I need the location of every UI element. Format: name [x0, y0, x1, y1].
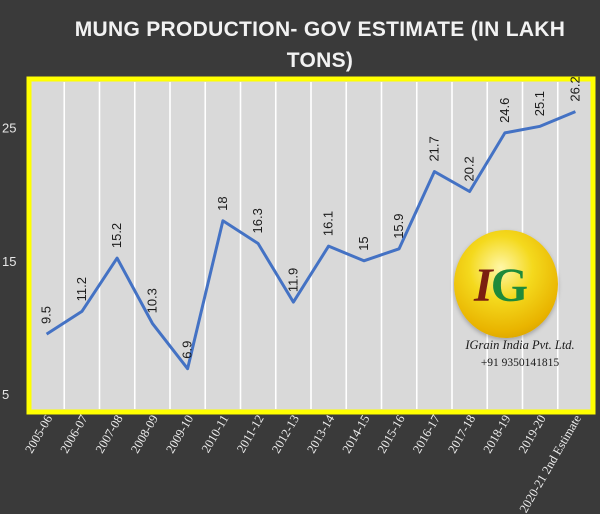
y-axis-ticks: 5 15 25 — [2, 121, 16, 402]
logo-coin — [454, 230, 558, 338]
logo-mark-g: G — [490, 259, 528, 312]
data-label: 20.2 — [462, 156, 477, 181]
data-label: 15.2 — [109, 223, 124, 248]
data-label: 25.1 — [532, 91, 547, 116]
y-tick-label: 15 — [2, 254, 16, 269]
y-tick-label: 5 — [2, 387, 9, 402]
logo-mark-i: I — [474, 259, 493, 312]
x-tick-label: 2015-16 — [375, 413, 408, 456]
x-tick-label: 2010-11 — [199, 413, 232, 456]
logo-mark: IG — [474, 256, 554, 316]
data-label: 11.2 — [74, 277, 89, 301]
x-tick-label: 2012-13 — [269, 413, 302, 456]
x-tick-label: 2019-20 — [516, 413, 549, 456]
x-tick-label: 2008-09 — [128, 413, 161, 456]
data-label: 18 — [215, 196, 230, 210]
data-label: 9.5 — [39, 306, 54, 324]
data-label: 11.9 — [285, 268, 300, 292]
x-tick-label: 2013-14 — [304, 412, 337, 456]
data-label: 10.3 — [144, 288, 159, 313]
x-tick-label: 2006-07 — [58, 413, 91, 456]
company-phone: +91 9350141815 — [480, 357, 560, 369]
x-tick-label: 2016-17 — [410, 413, 443, 456]
x-tick-label: 2005-06 — [22, 413, 55, 456]
data-labels: 9.5 11.2 15.2 10.3 6.9 18 16.3 11.9 16.1 15 15.9 21… — [39, 76, 583, 358]
x-tick-label: 2018-19 — [481, 413, 514, 456]
x-axis-ticks: 2005-06 2006-07 2007-08 2008-09 2009-10 2010-… — [22, 412, 584, 514]
data-label: 21.7 — [426, 136, 441, 161]
company-name: IGrain India Pvt. Ltd. — [465, 338, 575, 352]
data-label: 6.9 — [180, 341, 195, 359]
data-label: 16.1 — [321, 211, 336, 236]
data-label: 24.6 — [497, 98, 512, 123]
series-line — [45, 110, 576, 371]
y-tick-label: 25 — [2, 121, 16, 136]
x-tick-label: 2020-21 2nd Estimate — [517, 412, 585, 514]
grid-lines — [63, 82, 559, 409]
data-label: 15 — [356, 236, 371, 250]
data-label: 15.9 — [391, 213, 406, 238]
chart-title: MUNG PRODUCTION- GOV ESTIMATE (IN LAKH T… — [74, 18, 566, 72]
data-label: 26.2 — [567, 76, 582, 101]
data-label: 16.3 — [250, 208, 265, 233]
company-logo: IG IGrain India Pvt. Ltd. +91 9350141815 — [440, 222, 600, 392]
x-tick-label: 2011-12 — [234, 413, 267, 456]
x-tick-label: 2009-10 — [163, 413, 196, 456]
x-tick-label: 2014-15 — [340, 413, 373, 456]
x-tick-label: 2007-08 — [93, 413, 126, 456]
x-tick-label: 2017-18 — [445, 413, 478, 456]
